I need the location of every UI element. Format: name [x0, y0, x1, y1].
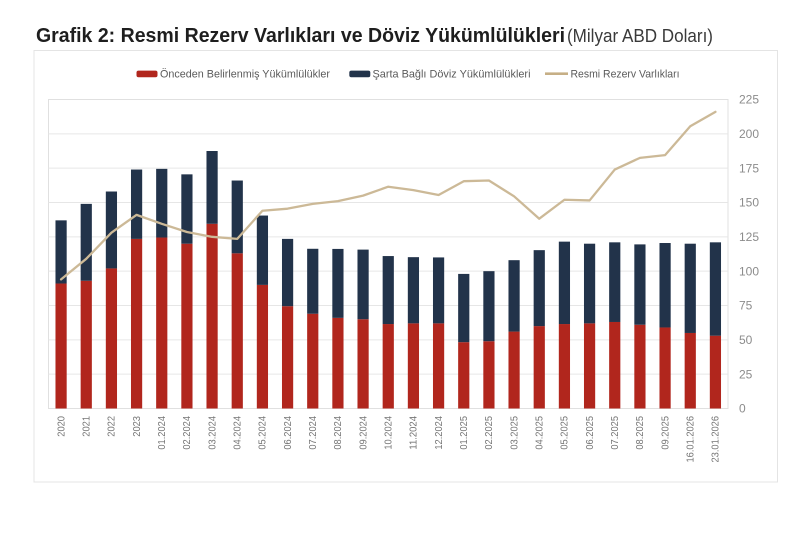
svg-text:150: 150	[739, 196, 759, 210]
svg-text:100: 100	[739, 264, 759, 278]
svg-text:200: 200	[739, 127, 759, 141]
svg-text:2022: 2022	[107, 416, 118, 437]
svg-text:Resmi Rezerv Varlıkları: Resmi Rezerv Varlıkları	[571, 69, 680, 81]
svg-text:Grafik 2: Resmi Rezerv Varlıkl: Grafik 2: Resmi Rezerv Varlıkları ve Döv…	[36, 25, 565, 47]
svg-text:08.2024: 08.2024	[333, 416, 344, 450]
svg-text:05.2025: 05.2025	[560, 416, 571, 450]
svg-text:Şarta Bağlı Döviz Yükümlülükle: Şarta Bağlı Döviz Yükümlülükleri	[373, 69, 531, 81]
svg-text:07.2025: 07.2025	[610, 416, 621, 450]
svg-text:03.2024: 03.2024	[207, 416, 218, 450]
svg-text:16.01.2026: 16.01.2026	[686, 416, 697, 463]
svg-text:Önceden Belirlenmiş Yükümlülük: Önceden Belirlenmiş Yükümlülükler	[160, 69, 330, 81]
svg-text:0: 0	[739, 402, 746, 416]
svg-text:50: 50	[739, 333, 753, 347]
svg-text:75: 75	[739, 299, 753, 313]
svg-text:12.2024: 12.2024	[434, 416, 445, 450]
svg-text:10.2024: 10.2024	[384, 416, 395, 450]
svg-text:01.2024: 01.2024	[157, 416, 168, 450]
svg-text:09.2024: 09.2024	[358, 416, 369, 450]
svg-text:06.2024: 06.2024	[283, 416, 294, 450]
svg-text:2021: 2021	[82, 416, 93, 437]
svg-text:125: 125	[739, 230, 759, 244]
svg-text:03.2025: 03.2025	[509, 416, 520, 450]
svg-text:175: 175	[739, 161, 759, 175]
svg-text:23.01.2026: 23.01.2026	[711, 416, 722, 463]
svg-text:04.2025: 04.2025	[535, 416, 546, 450]
svg-text:2020: 2020	[56, 416, 67, 437]
svg-text:08.2025: 08.2025	[635, 416, 646, 450]
svg-text:09.2025: 09.2025	[660, 416, 671, 450]
svg-text:04.2024: 04.2024	[233, 416, 244, 450]
svg-text:225: 225	[739, 93, 759, 107]
svg-text:25: 25	[739, 367, 753, 381]
svg-text:01.2025: 01.2025	[459, 416, 470, 450]
svg-text:02.2025: 02.2025	[484, 416, 495, 450]
svg-text:06.2025: 06.2025	[585, 416, 596, 450]
svg-text:2023: 2023	[132, 416, 143, 437]
svg-text:05.2024: 05.2024	[258, 416, 269, 450]
svg-text:11.2024: 11.2024	[409, 416, 420, 450]
svg-text:02.2024: 02.2024	[182, 416, 193, 450]
svg-text:(Milyar ABD Doları): (Milyar ABD Doları)	[567, 25, 713, 46]
svg-text:07.2024: 07.2024	[308, 416, 319, 450]
